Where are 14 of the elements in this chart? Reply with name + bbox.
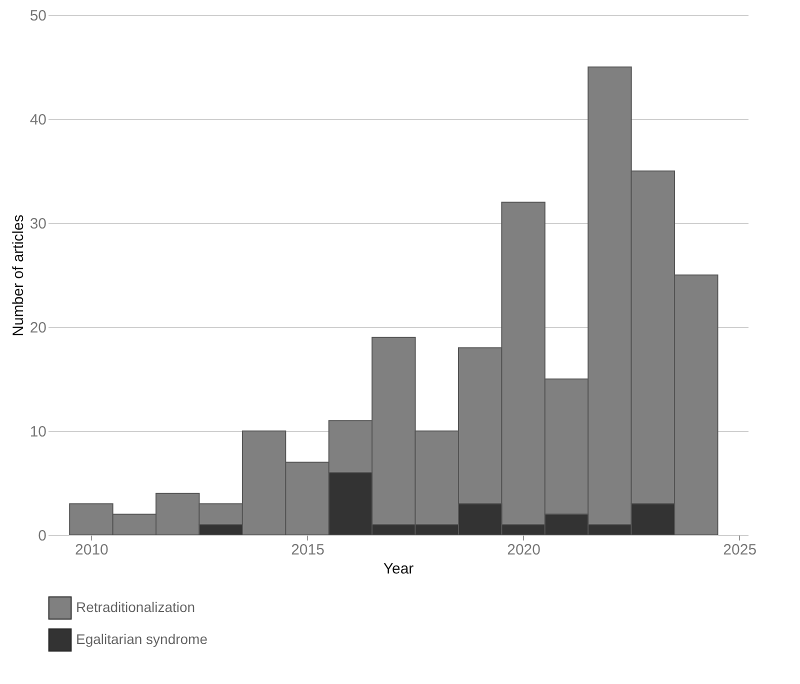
y-tick-label: 10: [30, 424, 46, 440]
legend-label: Egalitarian syndrome: [76, 631, 208, 647]
x-axis-title: Year: [383, 560, 414, 578]
legend-label: Retraditionalization: [76, 599, 196, 615]
y-tick-label: 50: [30, 8, 46, 24]
x-tick-label: 2010: [75, 542, 108, 558]
y-tick-label: 0: [38, 528, 46, 544]
y-axis-title: Number of articles: [10, 214, 27, 336]
y-tick-label: 40: [30, 112, 46, 128]
y-tick-label: 20: [30, 320, 46, 336]
x-tick-label: 2015: [291, 542, 324, 558]
x-tick-label: 2025: [723, 542, 757, 558]
y-tick-label: 30: [30, 216, 46, 232]
x-tick-label: 2020: [507, 542, 540, 558]
